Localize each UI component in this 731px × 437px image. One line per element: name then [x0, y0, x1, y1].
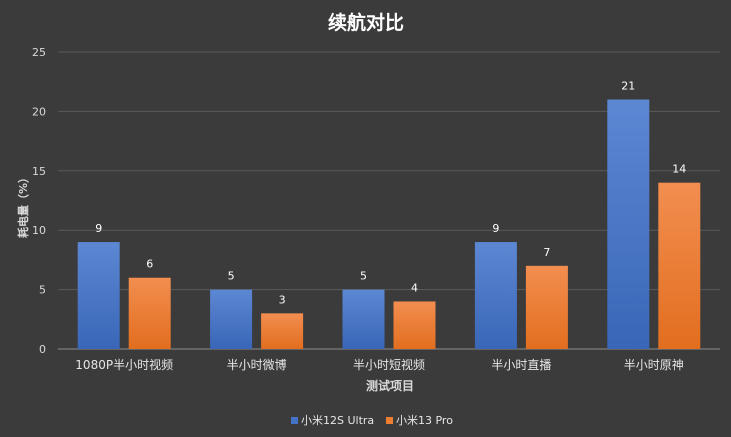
chart-title: 续航对比 [328, 11, 404, 34]
x-tick-label: 半小时微博 [227, 357, 287, 372]
y-tick-label: 20 [32, 105, 46, 118]
bar-series2 [525, 265, 568, 349]
data-labels: 9 6 5 3 5 4 9 7 21 14 [95, 80, 686, 307]
legend: 小米12S Ultra 小米13 Pro [291, 414, 453, 427]
data-label: 3 [279, 293, 286, 306]
bar-series1 [474, 242, 517, 349]
legend-swatch [386, 417, 393, 424]
x-tick-label: 半小时短视频 [353, 357, 425, 372]
bar-series2 [128, 277, 171, 349]
data-label: 21 [621, 80, 635, 93]
data-label: 14 [672, 163, 686, 176]
x-tick-label: 半小时原神 [624, 358, 684, 372]
x-tick-label: 1080P半小时视频 [75, 357, 173, 372]
data-label: 9 [492, 222, 499, 235]
y-tick-label: 5 [39, 284, 46, 297]
y-axis-ticks: 0 5 10 15 20 25 [32, 46, 46, 356]
bar-series1 [607, 99, 650, 350]
x-axis-title: 测试项目 [366, 378, 414, 393]
bar-series1 [210, 289, 253, 349]
data-label: 7 [543, 246, 550, 259]
bars [77, 99, 701, 350]
bar-series1 [77, 242, 120, 349]
data-label: 4 [411, 281, 418, 294]
data-label: 5 [360, 270, 367, 283]
bar-series2 [393, 301, 436, 349]
y-axis-title: 耗电量（%） [16, 172, 30, 238]
data-label: 5 [228, 270, 235, 283]
y-tick-label: 0 [39, 343, 46, 356]
y-tick-label: 15 [32, 165, 46, 178]
legend-label: 小米13 Pro [396, 414, 453, 427]
x-axis-ticks: 1080P半小时视频 半小时微博 半小时短视频 半小时直播 半小时原神 [75, 357, 683, 372]
data-label: 9 [95, 222, 102, 235]
bar-series2 [658, 182, 701, 349]
bar-series2 [261, 313, 304, 349]
y-tick-label: 25 [32, 46, 46, 59]
y-tick-label: 10 [32, 224, 46, 237]
legend-swatch [291, 417, 298, 424]
x-tick-label: 半小时直播 [491, 358, 551, 372]
legend-label: 小米12S Ultra [301, 414, 374, 427]
bar-series1 [342, 289, 385, 349]
data-label: 6 [146, 258, 153, 271]
